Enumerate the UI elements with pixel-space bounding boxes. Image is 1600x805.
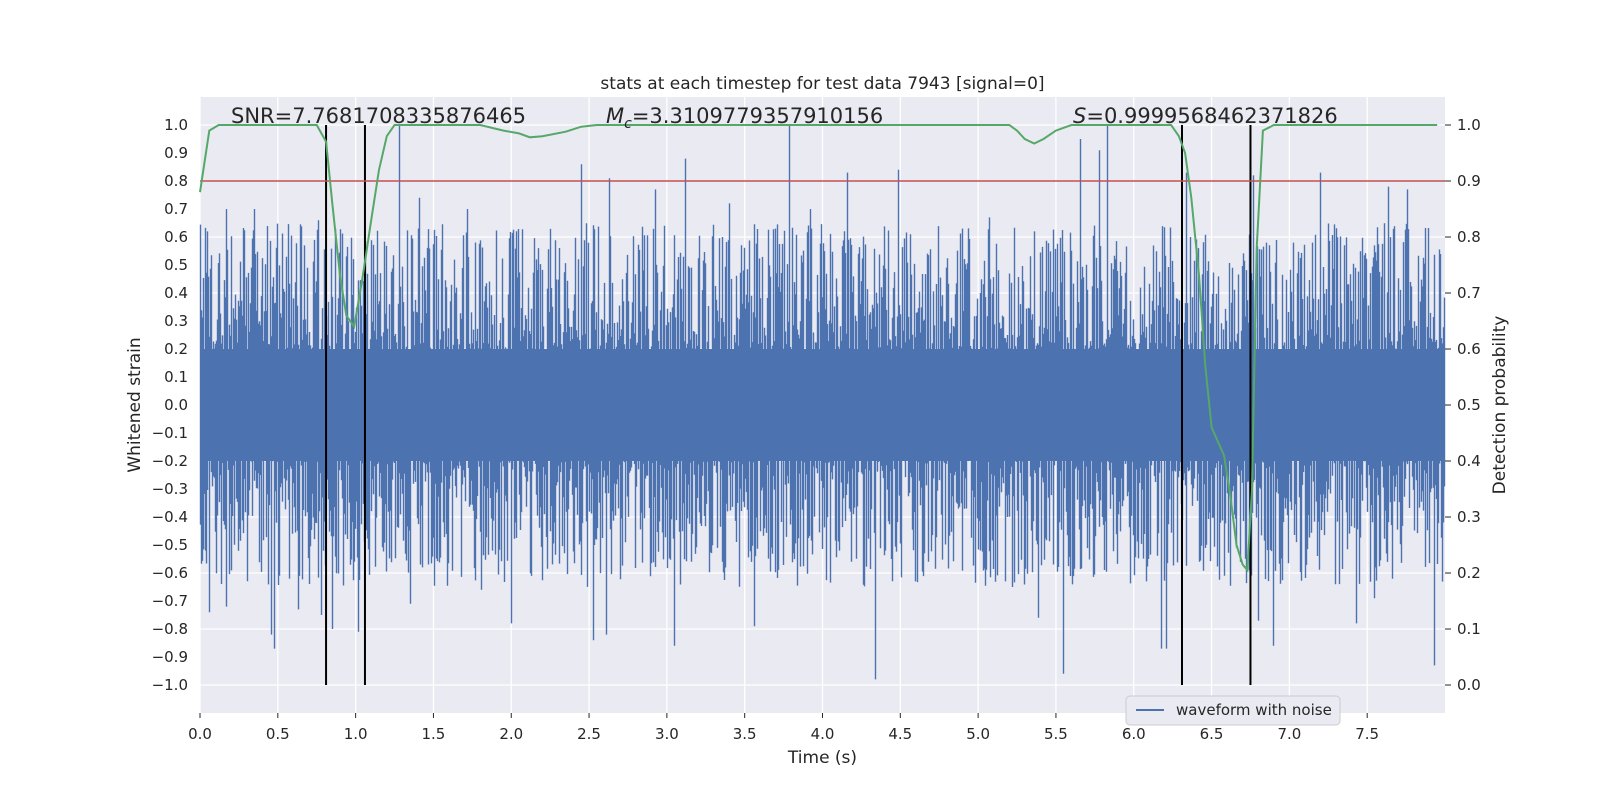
- waveform-line: [199, 125, 1446, 680]
- chart-title: stats at each timestep for test data 794…: [600, 74, 1044, 94]
- snr-annotation: SNR=7.7681708335876465: [231, 104, 526, 128]
- y-axis-label-left: Whitened strain: [125, 337, 145, 472]
- probability-series: [199, 124, 1438, 573]
- y-left-tick-label: −0.5: [152, 536, 188, 554]
- y-left-tick-label: −0.6: [152, 564, 188, 582]
- x-tick-label: 4.0: [811, 725, 835, 743]
- y-right-tick-label: 0.4: [1457, 452, 1481, 470]
- y-left-tick-label: 0.6: [164, 228, 188, 246]
- y-left-tick-label: −0.1: [152, 424, 188, 442]
- x-tick-label: 1.0: [344, 725, 368, 743]
- x-axis-label: Time (s): [787, 748, 857, 768]
- y-right-tick-label: 0.6: [1457, 340, 1481, 358]
- waveform-series: [199, 125, 1446, 680]
- x-tick-label: 1.5: [422, 725, 446, 743]
- y-left-tick-label: 0.5: [164, 256, 188, 274]
- y-left-tick-label: −0.2: [152, 452, 188, 470]
- y-left-tick-label: 0.8: [164, 172, 188, 190]
- y-right-tick-label: 0.5: [1457, 396, 1481, 414]
- y-right-tick-label: 0.7: [1457, 284, 1481, 302]
- vertical-markers: [325, 125, 1252, 685]
- x-tick-label: 0.5: [266, 725, 290, 743]
- mc-symbol: M: [606, 104, 624, 128]
- mc-value: =3.3109779357910156: [632, 104, 883, 128]
- x-tick-label: 5.0: [966, 725, 990, 743]
- x-tick-label: 2.5: [577, 725, 601, 743]
- legend-label-waveform: waveform with noise: [1176, 701, 1332, 719]
- y-right-tick-label: 0.3: [1457, 508, 1481, 526]
- y-left-tick-label: −0.9: [152, 648, 188, 666]
- x-tick-label: 7.0: [1277, 725, 1301, 743]
- y-left-tick-label: 0.2: [164, 340, 188, 358]
- y-axis-label-right: Detection probability: [1490, 316, 1510, 495]
- x-tick-label: 5.5: [1044, 725, 1068, 743]
- y-left-tick-label: 1.0: [164, 116, 188, 134]
- x-tick-label: 7.5: [1355, 725, 1379, 743]
- y-left-tick-label: 0.9: [164, 144, 188, 162]
- x-tick-label: 3.5: [733, 725, 757, 743]
- y-left-tick-label: 0.1: [164, 368, 188, 386]
- legend-box: [1125, 695, 1341, 726]
- x-tick-label: 0.0: [188, 725, 212, 743]
- x-tick-label: 4.5: [888, 725, 912, 743]
- y-right-tick-label: 1.0: [1457, 116, 1481, 134]
- y-left-tick-label: −0.4: [152, 508, 188, 526]
- y-left-tick-label: 0.4: [164, 284, 188, 302]
- tick-labels: 0.0 0.5 1.0 1.5 2.0 2.5 3.0 3.5 4.0 4.5 5.0 5.5 6.0 6…: [152, 116, 1481, 743]
- y-left-tick-label: 0.0: [164, 396, 188, 414]
- y-right-tick-label: 0.1: [1457, 620, 1481, 638]
- y-right-tick-label: 0.9: [1457, 172, 1481, 190]
- y-left-tick-label: −1.0: [152, 676, 188, 694]
- y-right-tick-label: 0.0: [1457, 676, 1481, 694]
- y-left-tick-label: −0.8: [152, 620, 188, 638]
- x-tick-label: 3.0: [655, 725, 679, 743]
- spin-annotation: S=0.9999568462371826: [1073, 104, 1338, 128]
- y-left-tick-label: −0.7: [152, 592, 188, 610]
- x-tick-label: 2.0: [499, 725, 523, 743]
- s-value: =0.9999568462371826: [1086, 104, 1337, 128]
- x-tick-label: 6.0: [1122, 725, 1146, 743]
- x-tick-label: 6.5: [1200, 725, 1224, 743]
- chirp-mass-annotation: Mc=3.3109779357910156: [606, 104, 883, 132]
- s-symbol: S: [1073, 104, 1086, 128]
- y-left-tick-label: 0.7: [164, 200, 188, 218]
- mc-subscript: c: [624, 116, 632, 132]
- y-left-tick-label: 0.3: [164, 312, 188, 330]
- y-right-tick-label: 0.2: [1457, 564, 1481, 582]
- y-right-tick-label: 0.8: [1457, 228, 1481, 246]
- legend: waveform with noise: [1125, 695, 1341, 726]
- probability-line: [199, 124, 1438, 573]
- y-left-tick-label: −0.3: [152, 480, 188, 498]
